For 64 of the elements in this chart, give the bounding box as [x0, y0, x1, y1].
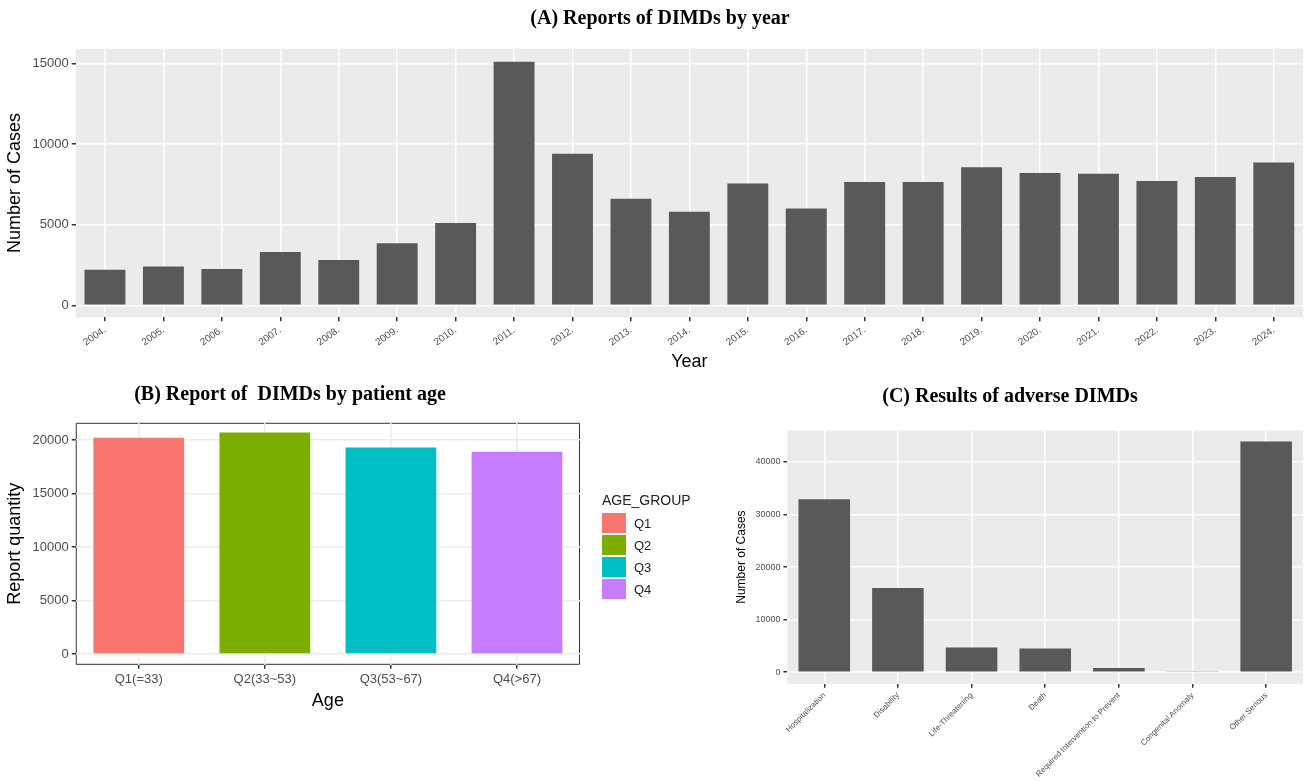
bar: [945, 647, 998, 672]
bar: [376, 243, 418, 305]
y-tick-label: 0: [775, 666, 781, 677]
x-tick-label: 2012.: [548, 324, 576, 348]
y-tick-label: 40000: [755, 456, 781, 467]
legend-label: Q4: [634, 581, 652, 597]
bar: [84, 269, 126, 305]
x-tick-label: 2007.: [256, 324, 284, 348]
bar: [1078, 173, 1119, 305]
y-axis-title: Number of Cases: [3, 112, 24, 254]
x-tick-label: Q2(33~53): [233, 671, 297, 687]
bar: [142, 266, 184, 305]
x-tick-label: Q1(=33): [114, 671, 163, 687]
bar: [668, 211, 710, 305]
y-tick-label: 10000: [755, 614, 781, 625]
x-tick-label: Q4(>67): [492, 671, 541, 687]
bar: [798, 499, 851, 672]
legend-label: Q3: [634, 559, 652, 575]
bar: [872, 588, 924, 672]
bar: [552, 153, 593, 305]
y-tick-label: 0: [61, 645, 69, 661]
bar: [1194, 177, 1236, 305]
y-tick-label: 20000: [755, 561, 781, 572]
bar: [201, 268, 243, 305]
x-tick-label: 2014.: [665, 324, 693, 348]
legend-label: Q1: [634, 515, 652, 531]
bar: [902, 181, 944, 305]
bar: [844, 181, 886, 305]
x-tick-label: 2011.: [490, 324, 517, 347]
bar: [259, 252, 301, 305]
bar: [610, 198, 652, 305]
bar: [1240, 441, 1292, 672]
y-tick-label: 20000: [32, 431, 69, 447]
y-tick-label: 0: [61, 296, 69, 312]
bar: [1253, 162, 1295, 305]
legend-title: AGE_GROUP: [602, 492, 691, 508]
bar: [318, 260, 360, 305]
x-tick-label: Q3(53~67): [359, 671, 423, 687]
y-tick-label: 15000: [32, 54, 69, 70]
chart-title: (B) Report of DIMDs by patient age: [133, 382, 447, 405]
x-tick-label: 2021.: [1074, 324, 1102, 348]
y-tick-label: 5000: [39, 216, 69, 232]
legend-label: Q2: [634, 537, 652, 553]
bar: [493, 61, 535, 305]
bar: [785, 208, 827, 305]
chart-title: (C) Results of adverse DIMDs: [881, 384, 1139, 407]
x-tick-label: 2023.: [1191, 324, 1219, 348]
x-axis-title: Year: [671, 351, 708, 372]
y-tick-label: 15000: [32, 485, 69, 501]
y-tick-label: 10000: [32, 135, 69, 151]
bar: [1019, 648, 1071, 672]
y-axis-title: Number of Cases: [733, 510, 748, 604]
chart-title: (A) Reports of DIMDs by year: [529, 6, 791, 29]
bar: [727, 183, 769, 305]
x-tick-label: 2005.: [139, 324, 167, 348]
bar: [961, 167, 1003, 305]
y-tick-label: 10000: [32, 538, 69, 554]
bar: [1136, 181, 1178, 305]
bar: [435, 223, 477, 305]
bar: [1019, 173, 1061, 305]
x-axis-title: Age: [311, 690, 344, 711]
y-axis-title: Report quantity: [3, 482, 24, 605]
y-tick-label: 30000: [755, 508, 781, 519]
y-tick-label: 5000: [39, 592, 69, 608]
